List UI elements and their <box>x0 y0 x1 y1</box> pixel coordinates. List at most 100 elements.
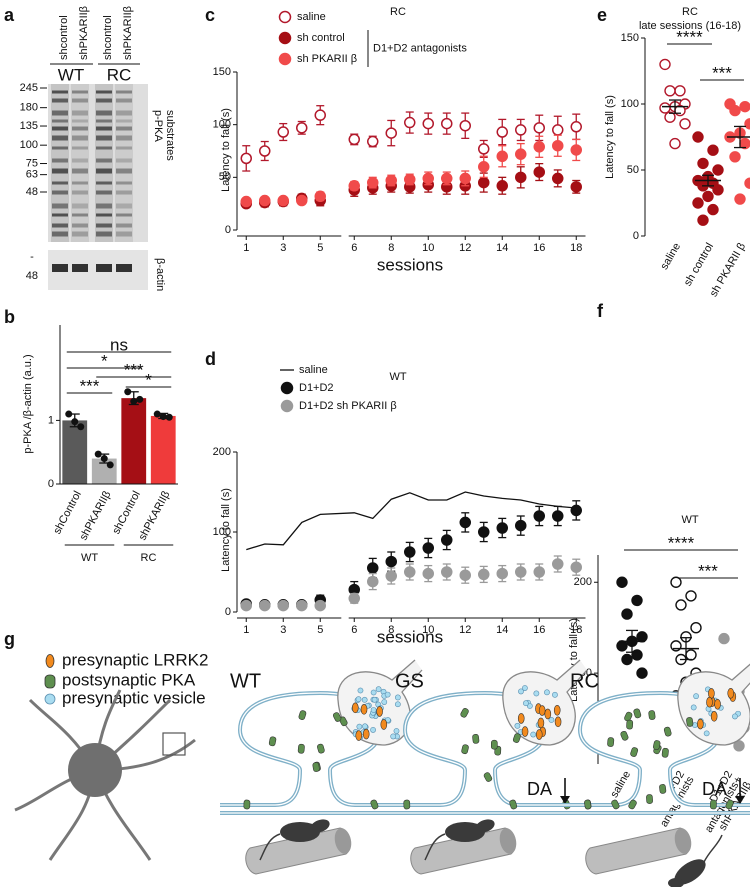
panel-label: g <box>4 629 15 649</box>
blot-band <box>52 181 68 185</box>
blot-band <box>116 126 132 131</box>
pka <box>624 711 633 722</box>
data-point <box>385 555 397 568</box>
y-tick-label: 0 <box>48 478 54 490</box>
y-tick-label: 150 <box>621 32 639 44</box>
data-point <box>441 534 453 546</box>
pka <box>725 799 734 810</box>
blot-band <box>116 203 132 209</box>
vesicle <box>356 723 363 730</box>
data-point <box>165 413 173 421</box>
mouse-head <box>310 819 330 833</box>
mouse <box>280 822 320 842</box>
blot-band <box>72 146 88 150</box>
blot-lane <box>51 84 69 242</box>
data-point <box>367 575 379 588</box>
rotarod-end <box>499 828 517 854</box>
blot-lane <box>71 84 89 242</box>
mw-marker: 75 <box>26 157 38 169</box>
blot-label: substrates <box>164 110 176 161</box>
sig-label: *** <box>698 561 718 580</box>
x-tick-label: 8 <box>388 242 394 254</box>
data-point <box>734 193 746 205</box>
data-point <box>348 133 360 146</box>
pka <box>628 799 637 810</box>
data-point <box>71 418 79 426</box>
data-point <box>459 569 471 581</box>
lrrk2 <box>517 713 525 724</box>
data-point <box>631 594 643 607</box>
lrrk2 <box>537 717 545 729</box>
data-point <box>478 143 490 155</box>
pka <box>659 784 667 794</box>
blot-band <box>116 213 132 217</box>
mouse-tail <box>703 834 723 863</box>
pka <box>646 794 653 804</box>
data-point <box>659 102 671 114</box>
sig-label: **** <box>676 27 703 46</box>
y-tick-label: 200 <box>574 576 592 588</box>
data-point <box>124 388 132 396</box>
data-point <box>707 203 719 216</box>
data-point <box>533 122 545 134</box>
blot-band <box>116 264 132 272</box>
mw-marker: 63 <box>26 169 38 181</box>
chart-title: RC <box>682 6 698 18</box>
vesicle <box>544 689 550 696</box>
blot-band <box>52 110 68 116</box>
x-tick-label: 1 <box>243 624 249 636</box>
lrrk2 <box>544 708 552 720</box>
blot-band <box>52 135 68 141</box>
data-point <box>616 576 628 588</box>
mouse-head <box>475 819 495 833</box>
data-point <box>659 58 671 71</box>
blot-band <box>116 158 132 163</box>
blot-band <box>72 90 88 94</box>
pka <box>633 708 642 719</box>
data-point <box>533 141 545 153</box>
mouse <box>445 822 485 842</box>
data-point <box>277 194 289 207</box>
vesicle <box>371 696 378 703</box>
da-arrowhead <box>560 796 570 804</box>
y-tick-label: 0 <box>225 606 231 618</box>
synapse-title: GS <box>395 670 424 692</box>
data-point <box>77 423 85 431</box>
blot-band <box>72 98 88 103</box>
chart-title: WT <box>681 514 698 526</box>
vesicle <box>514 722 521 729</box>
blot-band <box>52 158 68 163</box>
legend-label: sh control <box>297 32 345 44</box>
lrrk2 <box>535 729 543 740</box>
data-point <box>533 166 545 178</box>
blot-band <box>52 168 68 174</box>
chart-title: RC <box>390 6 406 18</box>
vesicle <box>690 704 697 711</box>
data-point <box>496 180 508 192</box>
da-label: DA <box>527 779 552 799</box>
blot-band <box>96 168 112 174</box>
data-point <box>690 621 702 634</box>
data-point <box>712 164 724 176</box>
blot-band <box>96 213 112 217</box>
blot-band <box>52 231 68 237</box>
data-point <box>404 116 416 129</box>
pka <box>317 743 325 754</box>
data-point <box>570 121 582 133</box>
blot-band <box>96 231 112 237</box>
data-point <box>729 151 741 163</box>
blot-band <box>116 231 132 237</box>
blot-band <box>52 98 68 103</box>
data-point <box>702 190 714 203</box>
group-label: RC <box>107 65 132 84</box>
vesicle <box>370 689 377 696</box>
y-tick-label: 50 <box>627 164 639 176</box>
blot-band <box>96 158 112 163</box>
lrrk2 <box>714 698 721 710</box>
vesicle <box>362 723 368 730</box>
mouse <box>674 859 706 885</box>
sig-label: ns <box>110 335 128 354</box>
synapse-title: RC <box>570 670 599 692</box>
data-point <box>422 117 434 130</box>
vesicle <box>355 696 362 703</box>
